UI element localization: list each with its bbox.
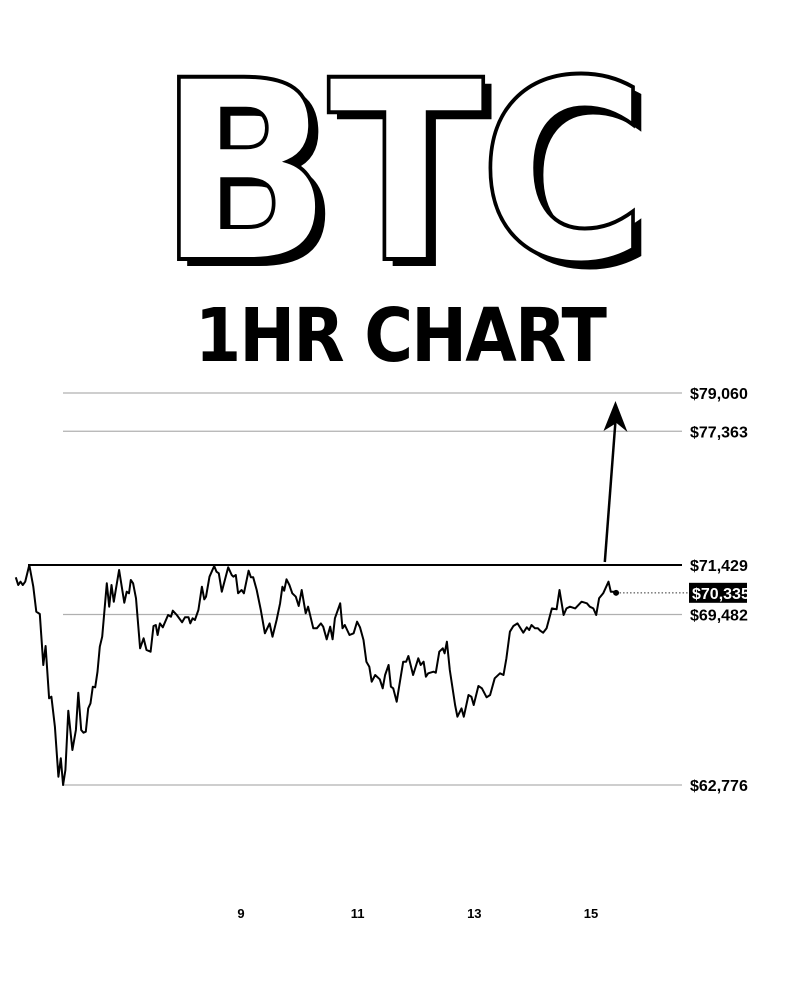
x-tick-label: 9 [237,906,244,921]
level-label: $69,482 [690,608,748,625]
x-tick-label: 13 [467,906,481,921]
last-price-badge [689,582,747,603]
arrow-head-icon [603,401,628,433]
price-series-line [14,564,617,786]
last-price-label: $70,335 [692,586,750,603]
arrow-shaft [603,420,617,563]
x-tick-label: 11 [351,906,365,921]
subtitle-1hr-chart: 1HR CHART [194,293,607,379]
level-label: $79,060 [690,386,748,403]
x-tick-label: 15 [584,906,598,921]
level-label: $77,363 [690,424,748,441]
level-label: $62,776 [690,778,748,795]
level-label: $71,429 [690,558,748,575]
last-price-dot [613,589,620,596]
title-btc: BTC [156,27,650,318]
